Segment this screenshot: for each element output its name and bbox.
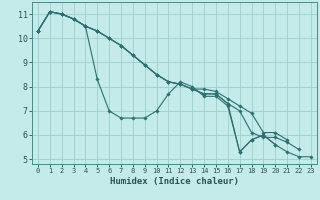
X-axis label: Humidex (Indice chaleur): Humidex (Indice chaleur) [110, 177, 239, 186]
